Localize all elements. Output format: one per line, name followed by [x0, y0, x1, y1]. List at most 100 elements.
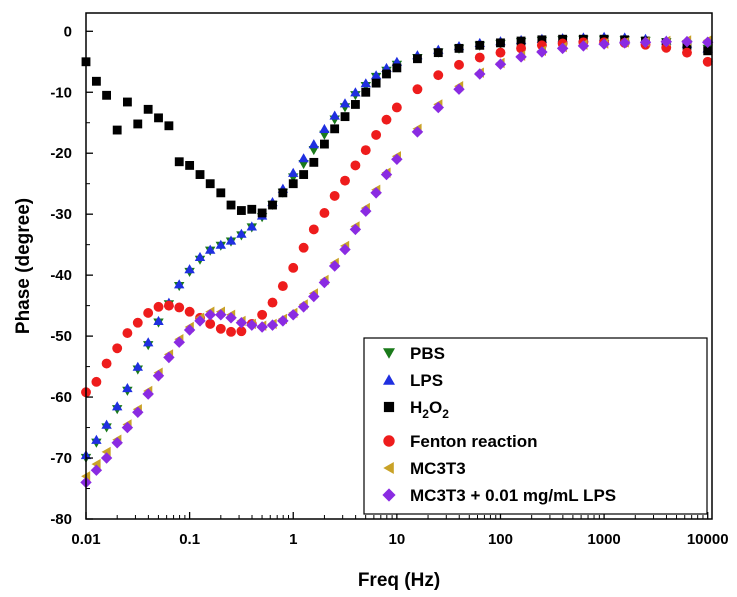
data-point	[153, 301, 164, 312]
y-axis-title: Phase (degree)	[13, 198, 34, 334]
data-point	[361, 87, 371, 97]
x-tick-label: 10	[389, 531, 406, 548]
data-point	[204, 309, 216, 321]
data-point	[143, 104, 153, 114]
data-point	[205, 318, 216, 329]
data-point	[413, 54, 422, 64]
data-point	[246, 221, 257, 231]
series-3	[81, 34, 713, 218]
data-point	[391, 153, 403, 165]
data-point	[411, 126, 424, 138]
legend-label-lps: LPS	[410, 371, 443, 390]
data-point	[308, 146, 319, 156]
data-point	[339, 243, 351, 256]
data-point	[216, 188, 226, 198]
data-point	[163, 300, 174, 311]
data-point	[132, 406, 144, 418]
data-point	[183, 324, 196, 336]
data-point	[370, 70, 382, 80]
data-point	[516, 36, 526, 46]
data-point	[516, 43, 526, 54]
data-point	[308, 290, 320, 303]
data-point	[537, 35, 547, 45]
data-point	[257, 208, 267, 218]
data-point	[350, 87, 361, 97]
legend-box	[363, 337, 708, 515]
legend-h2o2-h: H	[410, 398, 422, 417]
data-point	[495, 47, 506, 58]
legend-label-h2o2: H2O2	[410, 398, 449, 421]
y-tick-label: -40	[50, 267, 72, 284]
data-point	[226, 326, 236, 337]
legend-marker	[383, 462, 394, 474]
data-point	[454, 59, 464, 70]
data-point	[433, 48, 443, 58]
data-point	[308, 224, 319, 235]
data-point	[225, 235, 237, 245]
data-point	[277, 315, 289, 327]
data-point	[247, 204, 257, 214]
data-point	[536, 46, 548, 58]
data-point	[703, 46, 713, 56]
data-point	[702, 36, 714, 48]
x-tick-label: 1	[289, 531, 297, 548]
data-point	[349, 223, 362, 236]
data-point	[639, 36, 652, 48]
data-point	[90, 464, 103, 476]
data-point	[319, 208, 330, 218]
data-point	[329, 110, 340, 120]
data-point	[309, 157, 319, 167]
data-point	[319, 130, 330, 140]
data-point	[320, 139, 329, 149]
data-point	[101, 358, 112, 369]
data-point	[392, 63, 402, 73]
tick-labels-layer: 0.01 0.1 1 10 100 1000 10000 0 -10 -20 -30 -40 -50 -6…	[50, 23, 728, 548]
data-point	[236, 228, 247, 238]
data-point	[164, 121, 174, 131]
legend-marker	[383, 401, 395, 413]
x-tick-label: 10000	[687, 531, 729, 548]
data-point	[340, 112, 350, 122]
data-point	[496, 38, 505, 48]
y-tick-label: -70	[50, 450, 72, 467]
legend-marker	[383, 348, 395, 359]
data-point	[474, 52, 485, 63]
legend-label-fenton: Fenton reaction	[410, 432, 538, 451]
data-point	[619, 37, 631, 49]
data-point	[225, 312, 237, 324]
data-point	[287, 309, 299, 321]
data-point	[174, 302, 185, 313]
data-point	[453, 83, 465, 95]
data-point	[205, 244, 216, 254]
data-point	[163, 351, 175, 364]
data-point	[267, 297, 278, 308]
data-point	[132, 317, 143, 328]
data-point	[236, 326, 247, 337]
data-point	[112, 343, 123, 354]
data-point	[350, 160, 361, 171]
legend-h2o2-sub2: 2	[442, 407, 449, 421]
data-point	[660, 35, 672, 48]
data-point	[277, 281, 288, 292]
data-point	[215, 309, 227, 321]
data-point	[102, 90, 112, 100]
data-point	[298, 153, 309, 163]
y-tick-label: -50	[50, 328, 72, 345]
data-point	[91, 376, 102, 387]
data-point	[184, 264, 195, 274]
data-point	[380, 168, 393, 181]
legend-h2o2-o: O	[429, 398, 442, 417]
data-point	[391, 102, 402, 113]
series-6	[80, 35, 714, 489]
legend: PBS LPS H2O2 Fenton reaction MC3T3 MC3T3…	[363, 337, 708, 515]
y-tick-label: -30	[50, 206, 72, 223]
data-point	[246, 319, 258, 331]
data-point	[91, 434, 102, 444]
data-point	[494, 58, 507, 70]
legend-h2o2-sub1: 2	[422, 407, 429, 421]
legend-marker	[382, 488, 396, 502]
data-point	[297, 301, 310, 313]
data-point	[174, 279, 185, 289]
data-point	[360, 145, 371, 156]
